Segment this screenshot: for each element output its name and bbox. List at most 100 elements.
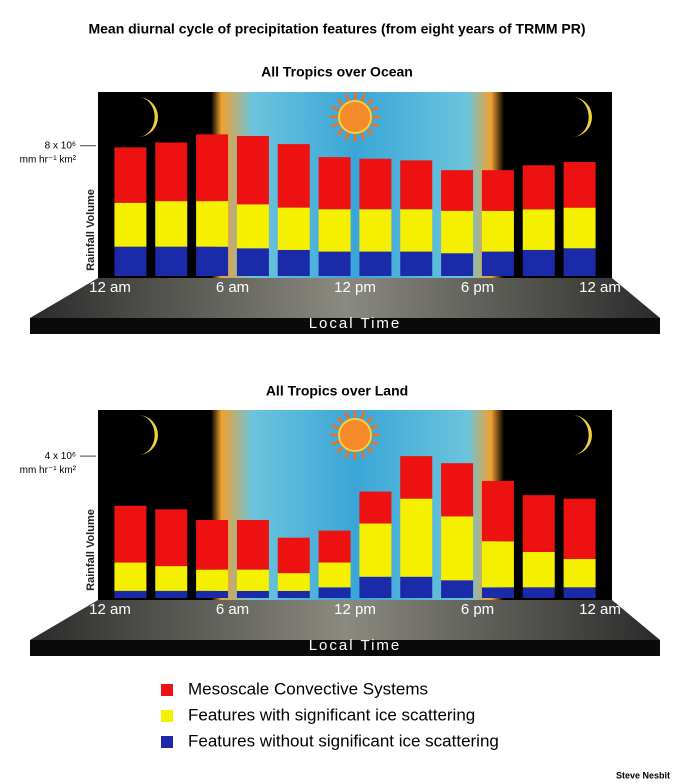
bar-segment [400,252,432,276]
x-tick-label: 6 pm [461,279,494,296]
bar-segment [319,531,351,563]
bar-segment [114,203,146,247]
bar-segment [400,209,432,251]
bar-segment [196,591,228,598]
bar-segment [441,516,473,580]
chart-subtitle: All Tropics over Ocean [261,64,413,80]
legend-swatch [161,736,173,748]
y-axis-label: Rainfall Volume [85,509,97,591]
bar-segment [278,208,310,250]
bar-segment [319,587,351,598]
legend-swatch [161,684,173,696]
bar-segment [400,577,432,598]
bar-segment [278,538,310,573]
bar-segment [523,165,555,209]
legend-swatch [161,710,173,722]
bar-segment [114,563,146,591]
bar-segment [359,252,391,276]
y-units: mm hr⁻¹ km² [20,465,77,476]
bar-segment [564,208,596,249]
bar-segment [196,201,228,247]
bar-segment [482,170,514,211]
bar-segment [319,157,351,209]
bar-segment [564,587,596,598]
x-axis-label: Local Time [309,637,402,654]
bar-segment [523,495,555,552]
sun-icon [339,419,371,451]
chart-subtitle: All Tropics over Land [266,383,408,399]
bar-segment [441,211,473,253]
bar-segment [278,573,310,591]
bar-segment [319,252,351,276]
bar-segment [319,563,351,588]
bar-segment [523,552,555,587]
sun-icon [339,101,371,133]
bar-segment [237,248,269,276]
bar-segment [155,566,187,591]
bar-segment [237,570,269,591]
bar-segment [278,250,310,276]
bar-segment [441,170,473,211]
bar-segment [482,481,514,541]
x-tick-label: 12 am [579,601,621,618]
bar-segment [400,160,432,209]
bar-segment [523,587,555,598]
x-tick-label: 12 am [89,601,131,618]
bar-segment [155,509,187,566]
bar-segment [441,580,473,598]
bar-segment [359,577,391,598]
bar-segment [482,541,514,587]
bar-segment [278,591,310,598]
bar-segment [196,570,228,591]
bar-segment [441,253,473,276]
legend-label: Features without significant ice scatter… [188,731,499,750]
x-tick-label: 12 am [89,279,131,296]
bar-segment [359,492,391,524]
bar-segment [114,247,146,276]
bar-segment [237,591,269,598]
page: Mean diurnal cycle of precipitation feat… [0,0,675,784]
x-tick-label: 12 am [579,279,621,296]
bar-segment [155,247,187,276]
bar-segment [114,591,146,598]
bar-segment [237,204,269,248]
bar-segment [359,209,391,251]
bar-segment [441,463,473,516]
bar-segment [482,211,514,252]
bar-segment [196,247,228,276]
page-title: Mean diurnal cycle of precipitation feat… [88,21,585,37]
bar-segment [155,142,187,201]
bar-segment [319,209,351,251]
bar-segment [237,520,269,570]
x-tick-label: 12 pm [334,279,376,296]
bar-segment [278,144,310,208]
x-tick-label: 6 am [216,601,249,618]
bar-segment [564,499,596,559]
bar-segment [523,250,555,276]
x-tick-label: 6 pm [461,601,494,618]
y-tick-label: 4 x 10⁶ [45,451,76,462]
legend-label: Features with significant ice scattering [188,705,475,724]
bar-segment [564,559,596,587]
bar-segment [400,456,432,499]
bar-segment [196,134,228,201]
bar-segment [196,520,228,570]
x-axis-label: Local Time [309,315,402,332]
credit: Steve Nesbit [616,770,670,780]
y-tick-label: 8 x 10⁶ [45,140,76,151]
bar-segment [564,248,596,276]
bar-segment [114,147,146,202]
legend-label: Mesoscale Convective Systems [188,679,428,698]
y-units: mm hr⁻¹ km² [20,154,77,165]
bar-segment [482,587,514,598]
bar-segment [482,252,514,276]
x-tick-label: 12 pm [334,601,376,618]
bar-segment [155,591,187,598]
y-axis-label: Rainfall Volume [85,189,97,271]
bar-segment [564,162,596,208]
bar-segment [359,524,391,577]
bar-segment [155,201,187,247]
x-tick-label: 6 am [216,279,249,296]
bar-segment [523,209,555,250]
bar-segment [359,159,391,209]
